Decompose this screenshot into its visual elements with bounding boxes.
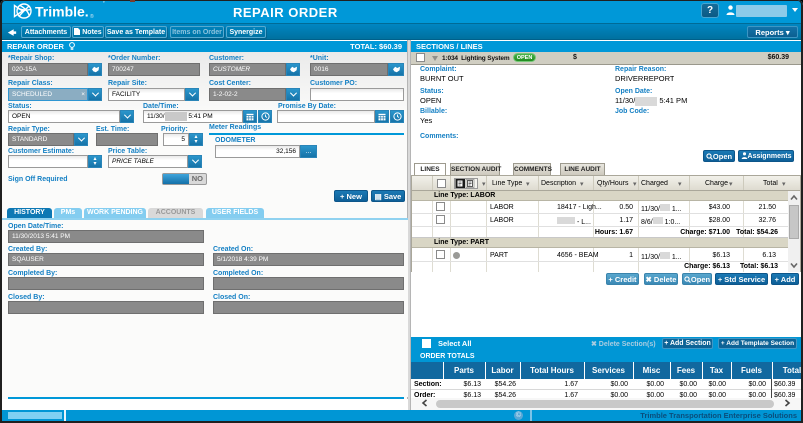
svg-text:®: ® [90,13,94,20]
svg-text:’: ’ [103,0,105,9]
svg-text:Trimble.: Trimble. [35,4,89,20]
